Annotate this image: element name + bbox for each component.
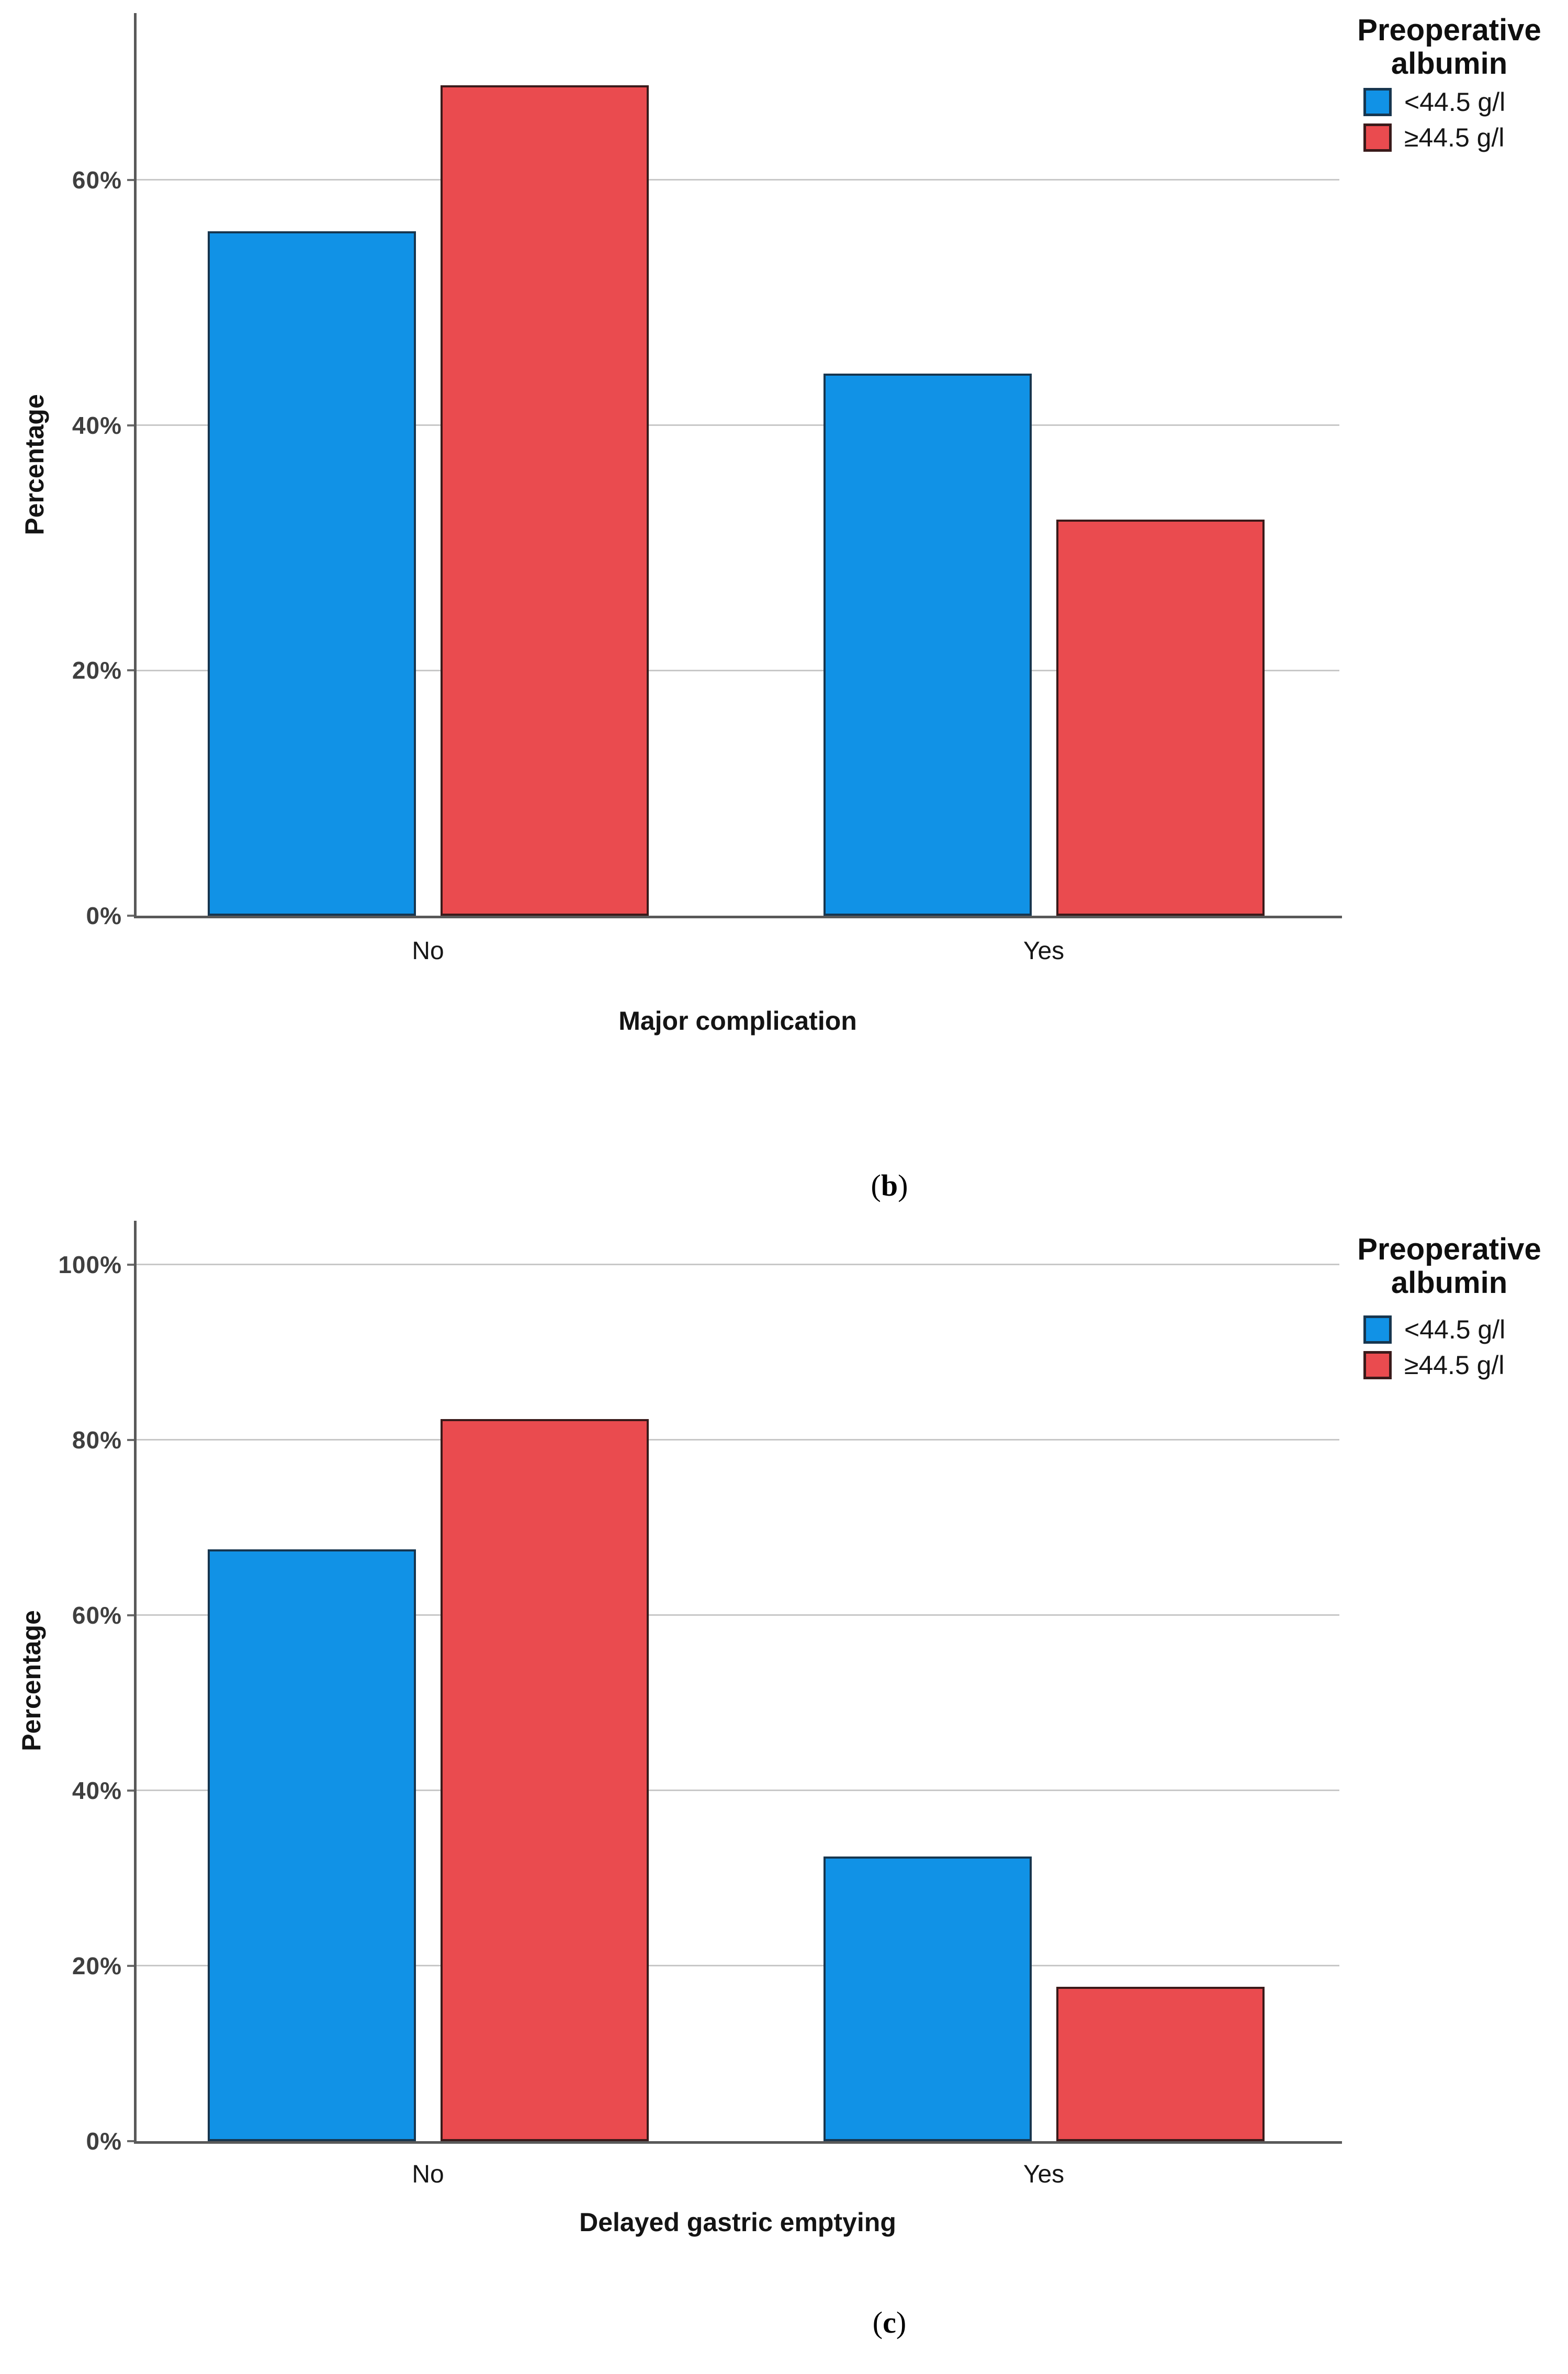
y-axis-c <box>134 1221 137 2144</box>
y-tick-label-c-80: 80% <box>72 1426 122 1454</box>
caption-paren-close: ) <box>898 1168 908 1202</box>
gridline-c-100 <box>137 1264 1339 1266</box>
legend-title-line1: Preoperative <box>1357 1232 1541 1266</box>
legend-title-b: Preoperative albumin <box>1334 14 1564 81</box>
bar-c-yes-series2 <box>1056 1987 1265 2141</box>
legend-label-c-series2: ≥44.5 g/l <box>1404 1351 1505 1380</box>
y-tick-label-b-20: 20% <box>72 657 122 684</box>
y-axis-b <box>134 13 137 918</box>
gridline-b-60 <box>137 179 1339 181</box>
x-axis-title-b: Major complication <box>618 1006 857 1036</box>
y-tick-mark-c-100 <box>127 1263 137 1266</box>
y-tick-mark-c-0 <box>127 2140 137 2142</box>
gridline-c-20 <box>137 1965 1339 1967</box>
legend-title-line1: Preoperative <box>1357 13 1541 47</box>
gridline-b-20 <box>137 669 1339 671</box>
y-tick-label-b-60: 60% <box>72 166 122 194</box>
caption-paren-open: ( <box>871 1168 881 1202</box>
y-tick-label-c-60: 60% <box>72 1601 122 1629</box>
panel-caption-b: (b) <box>871 1168 908 1203</box>
gridline-b-40 <box>137 424 1339 426</box>
bar-c-no-series2 <box>440 1419 649 2141</box>
y-tick-mark-b-60 <box>127 178 137 181</box>
y-tick-label-c-0: 0% <box>86 2128 122 2155</box>
legend-label-c-series1: <44.5 g/l <box>1404 1315 1506 1344</box>
y-tick-mark-c-40 <box>127 1789 137 1792</box>
bar-b-no-series1 <box>207 231 416 916</box>
y-tick-label-c-40: 40% <box>72 1776 122 1804</box>
bar-b-yes-series1 <box>823 374 1032 916</box>
y-axis-title-c: Percentage <box>17 1610 46 1751</box>
x-axis-title-c: Delayed gastric emptying <box>579 2208 896 2237</box>
legend-label-b-series2: ≥44.5 g/l <box>1404 123 1505 152</box>
x-axis-b <box>134 916 1342 918</box>
caption-paren-close: ) <box>896 2305 907 2339</box>
legend-label-b-series1: <44.5 g/l <box>1404 87 1506 117</box>
panel-caption-c: (c) <box>873 2305 906 2340</box>
legend-swatch-b-series1 <box>1363 88 1392 116</box>
legend-title-line2: albumin <box>1391 1266 1508 1300</box>
x-category-label-b-yes: Yes <box>1023 937 1065 965</box>
y-tick-mark-c-20 <box>127 1964 137 1967</box>
gridline-c-80 <box>137 1439 1339 1441</box>
legend-title-line2: albumin <box>1391 47 1508 81</box>
legend-swatch-c-series2 <box>1363 1351 1392 1379</box>
legend-swatch-b-series2 <box>1363 123 1392 152</box>
caption-paren-open: ( <box>872 2305 883 2339</box>
gridline-c-60 <box>137 1614 1339 1616</box>
bar-b-no-series2 <box>440 85 649 916</box>
x-category-label-b-no: No <box>412 937 444 965</box>
y-tick-mark-c-60 <box>127 1614 137 1616</box>
y-tick-mark-c-80 <box>127 1438 137 1441</box>
y-tick-label-b-0: 0% <box>86 902 122 929</box>
gridline-c-40 <box>137 1790 1339 1792</box>
y-tick-mark-b-40 <box>127 424 137 426</box>
caption-letter-b: b <box>881 1168 898 1202</box>
x-category-label-c-no: No <box>412 2161 444 2188</box>
legend-title-c: Preoperative albumin <box>1334 1233 1564 1300</box>
bar-c-yes-series1 <box>823 1856 1032 2141</box>
y-tick-label-c-100: 100% <box>58 1251 122 1278</box>
bar-b-yes-series2 <box>1056 519 1265 916</box>
y-tick-label-c-20: 20% <box>72 1952 122 1979</box>
caption-letter-c: c <box>883 2305 896 2339</box>
x-category-label-c-yes: Yes <box>1023 2161 1065 2188</box>
y-tick-mark-b-20 <box>127 669 137 672</box>
bar-c-no-series1 <box>207 1549 416 2141</box>
y-tick-mark-b-0 <box>127 915 137 917</box>
legend-swatch-c-series1 <box>1363 1315 1392 1344</box>
y-tick-label-b-40: 40% <box>72 411 122 439</box>
x-axis-c <box>134 2141 1342 2144</box>
